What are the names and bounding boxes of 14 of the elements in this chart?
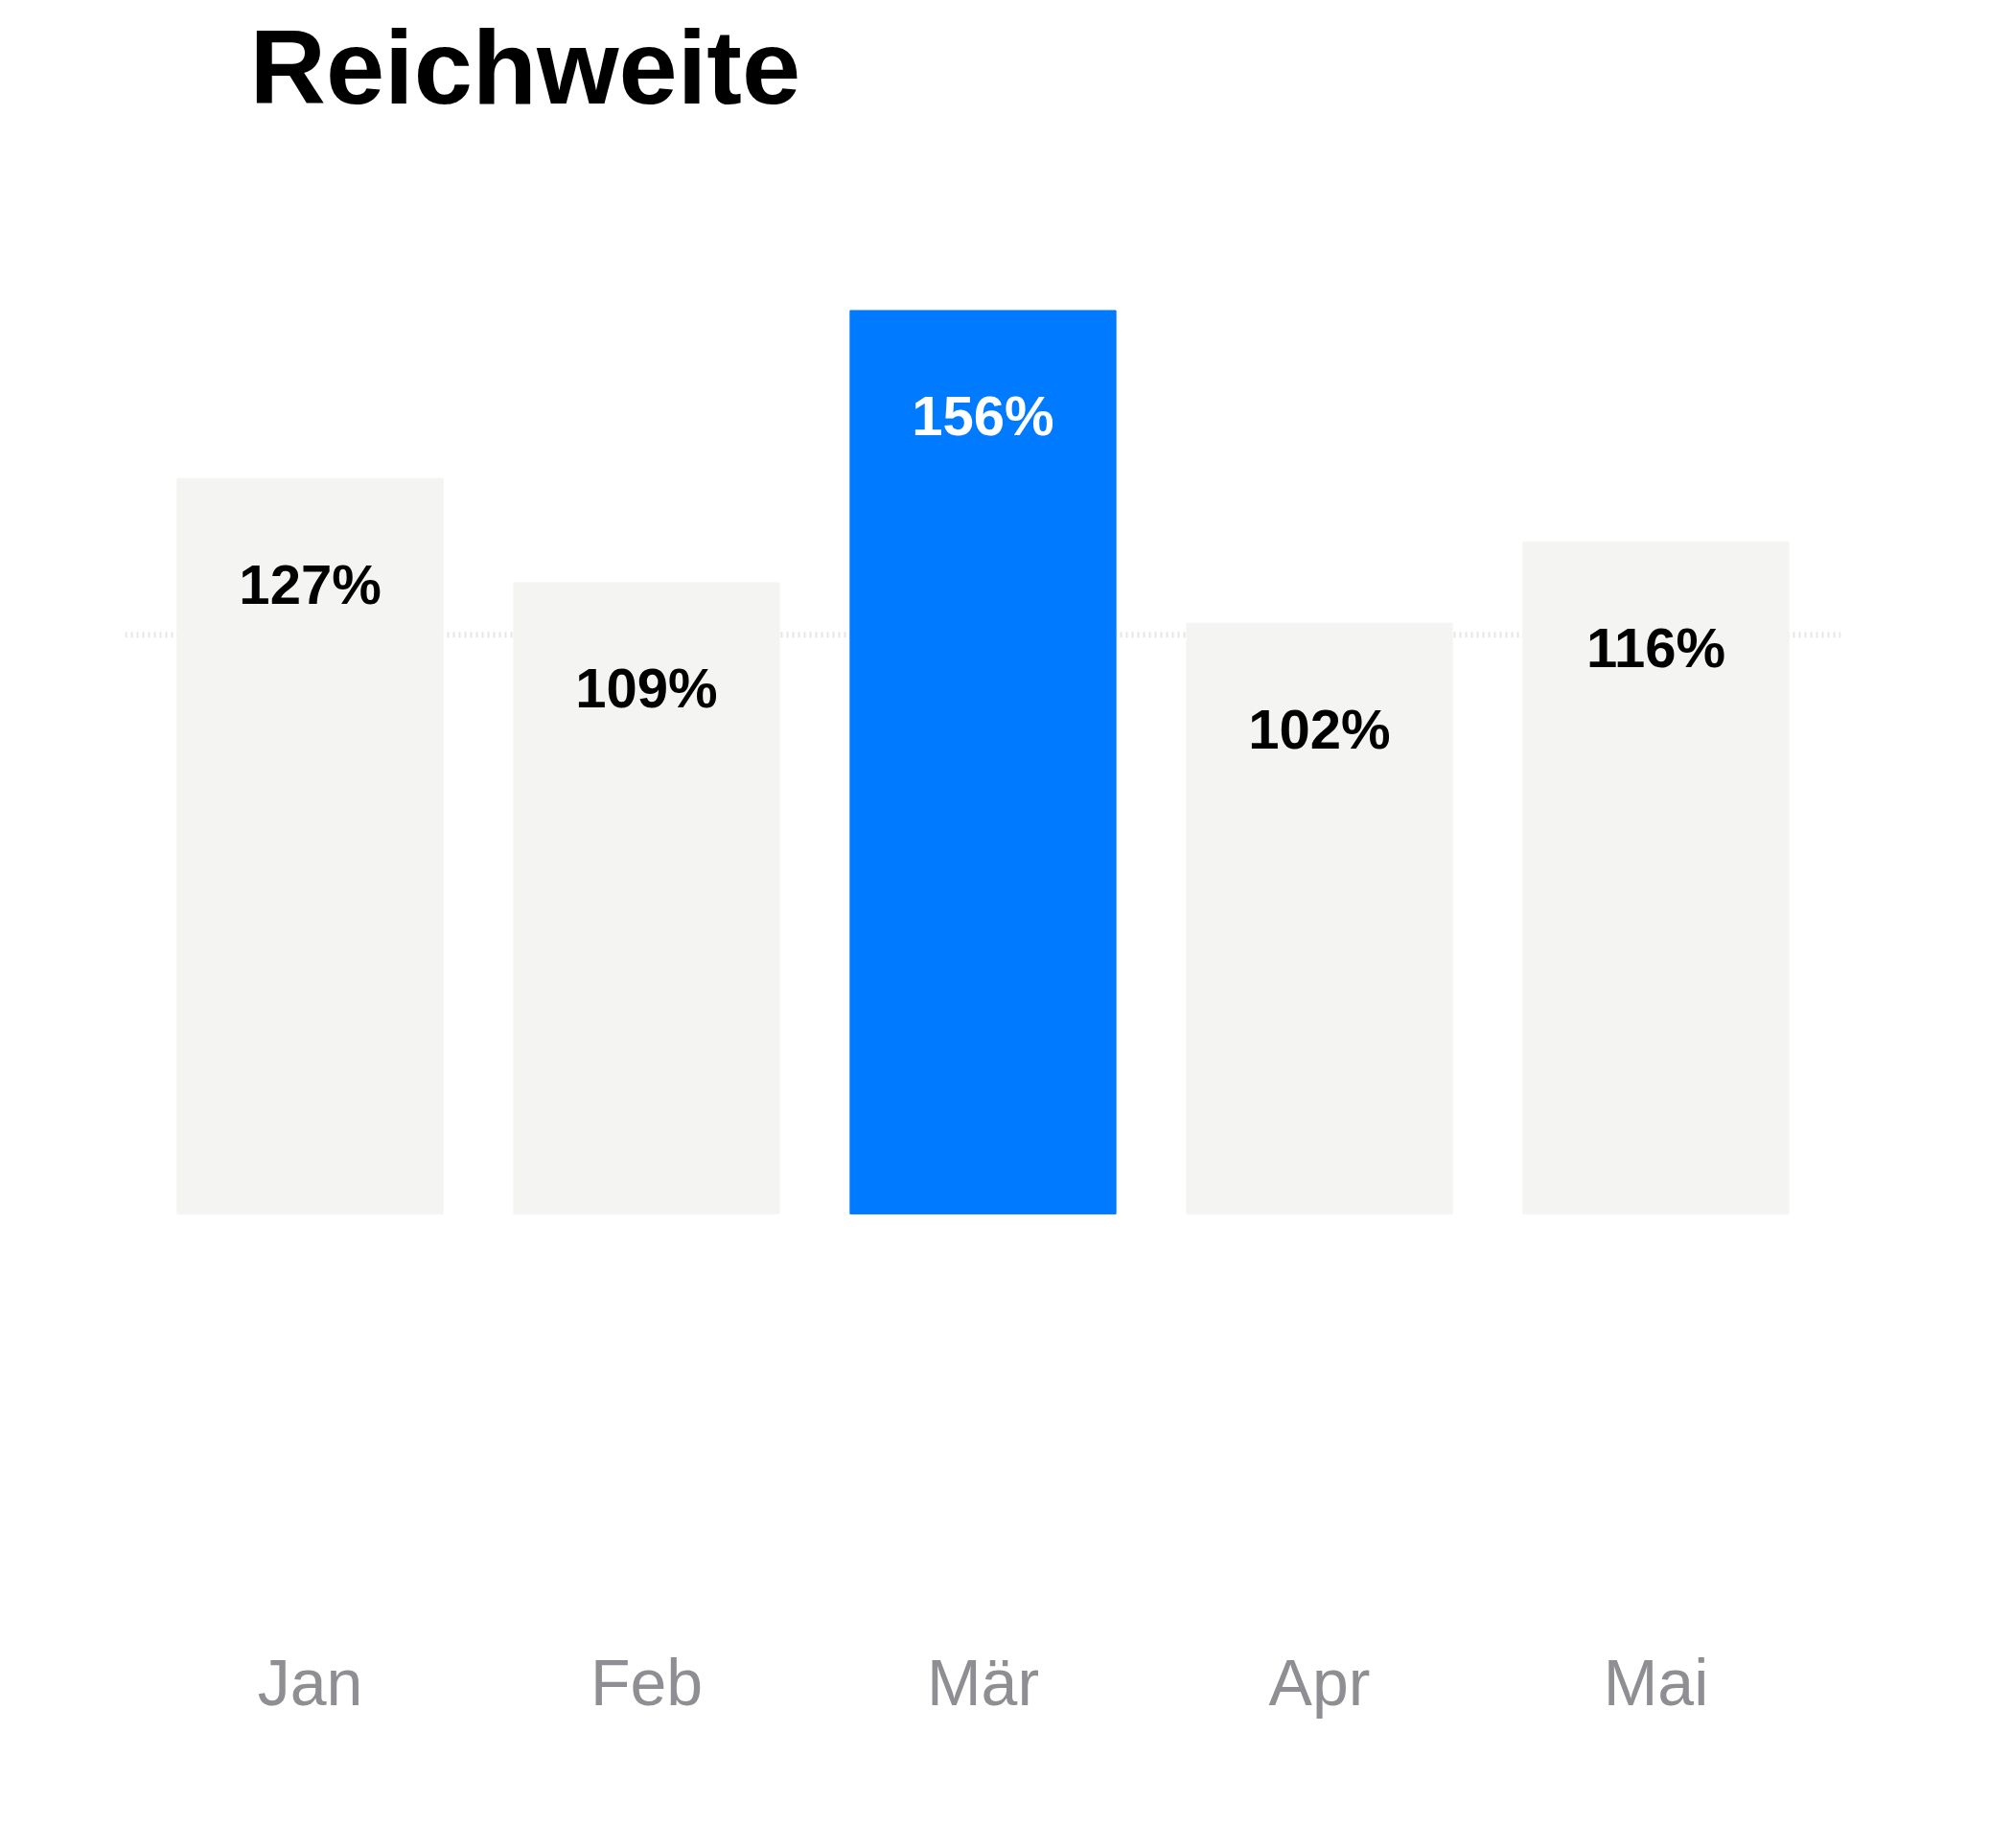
x-tick-label: Feb (590, 1645, 704, 1719)
bar (513, 582, 780, 1214)
x-tick-label: Mai (1603, 1645, 1709, 1719)
x-tick-label: Jan (257, 1645, 363, 1719)
x-tick-label: Mär (926, 1645, 1040, 1719)
data-label: 102% (1248, 697, 1391, 760)
data-label: 127% (239, 552, 382, 615)
chart-title: Reichweite (249, 7, 801, 126)
data-label: 116% (1585, 616, 1726, 680)
bar (1186, 622, 1453, 1214)
data-label: 109% (575, 657, 718, 720)
x-tick-label: Apr (1268, 1645, 1371, 1719)
data-label: 156% (912, 384, 1054, 448)
bar (849, 310, 1117, 1214)
